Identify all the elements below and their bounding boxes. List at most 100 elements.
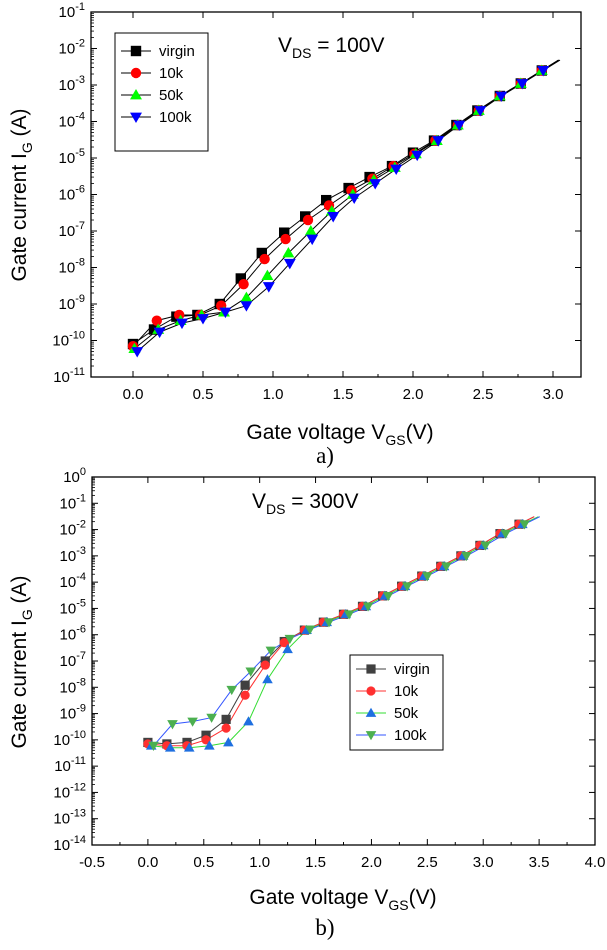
annotation-a: VDS = 100V [278, 34, 384, 61]
y-tick-label: 10-1 [60, 492, 86, 512]
legend-label-virgin: virgin [159, 43, 195, 60]
panel-b: -0.5 0.0 0.5 1.0 1.5 2.0 2.5 3.0 3.5 4.0 100 10-1 10… [8, 466, 605, 940]
y-tick-label: 10-6 [59, 184, 85, 204]
data-point-100k [206, 713, 217, 723]
axis-ticks-b: -0.5 0.0 0.5 1.0 1.5 2.0 2.5 3.0 3.5 4.0 100 10-1 10… [53, 466, 605, 871]
data-point-50k [282, 643, 293, 654]
y-tick-label: 10-9 [60, 703, 86, 723]
data-point-100k [176, 318, 188, 330]
y-tick-label: 10-11 [53, 366, 85, 386]
plot-frame-b [91, 476, 596, 846]
data-point-100k [284, 634, 296, 645]
panel-a: 0.0 0.5 1.0 1.5 2.0 2.5 3.0 10-1 10-2 10-3 10-4 10-… [8, 1, 582, 468]
data-point-10k [302, 214, 314, 226]
data-point-50k [261, 269, 274, 281]
data-point-100k [167, 720, 178, 730]
data-point-100k [461, 551, 472, 562]
data-point-100k [262, 282, 275, 293]
data-point-10k [260, 660, 270, 670]
y-tick-label: 10-5 [60, 597, 86, 617]
data-point-100k [283, 258, 296, 270]
x-tick-label: 0.5 [193, 386, 214, 403]
y-tick-label: 10-8 [59, 257, 85, 277]
data-point-10k [280, 233, 291, 245]
legend-marker-virgin [366, 664, 376, 674]
data-point-100k [390, 164, 403, 175]
y-tick-label: 10-1 [59, 1, 85, 21]
legend-label-100k: 100k [394, 727, 427, 744]
data-point-10k [279, 638, 289, 648]
data-point-virgin [321, 194, 332, 206]
legend-label-50k: 50k [394, 705, 419, 722]
series-line-50k [151, 516, 539, 749]
data-point-10k [201, 735, 211, 745]
data-point-100k [323, 618, 335, 628]
legend-marker-virgin [130, 45, 142, 57]
y-tick-label: 10-2 [59, 38, 85, 58]
legend-label-10k: 10k [159, 65, 184, 82]
y-tick-label: 10-3 [59, 74, 85, 94]
legend-label-100k: 100k [159, 109, 192, 126]
annotation-b: VDS = 300V [252, 490, 358, 517]
data-point-100k [187, 717, 198, 727]
legend-label-10k: 10k [394, 683, 419, 700]
x-tick-label: 3.0 [473, 854, 494, 871]
data-point-100k [219, 307, 232, 319]
series-lines-b [147, 516, 541, 749]
data-point-100k [148, 741, 159, 751]
x-tick-label: 2.5 [417, 854, 438, 871]
y-tick-label: 10-12 [53, 781, 86, 801]
data-point-100k [265, 646, 277, 656]
data-point-virgin [148, 324, 160, 335]
data-point-10k [240, 690, 250, 700]
x-axis-label-a: Gate voltage VGS(V) [246, 421, 433, 448]
data-point-virgin [235, 273, 246, 284]
x-tick-label: 2.5 [473, 386, 494, 403]
data-point-100k [197, 314, 209, 325]
legend-box-a [114, 32, 209, 152]
y-tick-label: 10-3 [60, 545, 86, 565]
y-tick-label: 10-14 [53, 834, 86, 854]
data-point-100k [362, 602, 374, 612]
legend-a: virgin 10k 50k 100k [114, 32, 209, 152]
data-point-virgin [240, 680, 250, 690]
caption-b: b) [315, 915, 334, 940]
data-point-100k [382, 591, 394, 602]
data-point-100k [369, 179, 382, 190]
data-point-100k [519, 520, 530, 530]
legend-label-50k: 50k [159, 87, 184, 104]
x-tick-label: 4.0 [585, 854, 606, 871]
x-tick-label: 0.0 [137, 854, 158, 871]
x-tick-label: 3.5 [529, 854, 550, 871]
data-point-50k [240, 291, 253, 302]
data-point-50k [204, 740, 215, 750]
legend-marker-100k [130, 112, 142, 123]
data-point-50k [262, 674, 273, 684]
legend-marker-50k [130, 89, 142, 100]
x-tick-label: 1.5 [333, 386, 354, 403]
series-markers-b [143, 518, 530, 752]
x-tick-label: -0.5 [79, 854, 105, 871]
data-point-100k [495, 91, 508, 102]
x-tick-label: 2.0 [403, 386, 424, 403]
y-tick-label: 10-2 [60, 519, 86, 539]
data-point-100k [432, 136, 445, 147]
y-tick-label: 10-7 [59, 220, 85, 240]
data-point-100k [304, 625, 316, 635]
axis-ticks-a: 0.0 0.5 1.0 1.5 2.0 2.5 3.0 10-1 10-2 10-3 10-4 10-… [52, 1, 581, 403]
data-point-50k [164, 742, 176, 752]
data-point-virgin [201, 730, 211, 740]
x-tick-label: 1.5 [305, 854, 326, 871]
data-point-50k [243, 716, 254, 726]
data-point-100k [343, 610, 355, 620]
data-point-100k [306, 234, 319, 246]
y-tick-label: 10-8 [60, 676, 86, 696]
data-point-10k [221, 723, 231, 733]
data-point-100k [245, 667, 257, 677]
data-point-50k [304, 225, 317, 236]
data-point-100k [226, 685, 238, 696]
series-line-100k [153, 516, 541, 747]
y-tick-label: 10-5 [59, 147, 85, 167]
data-point-100k [240, 301, 253, 312]
